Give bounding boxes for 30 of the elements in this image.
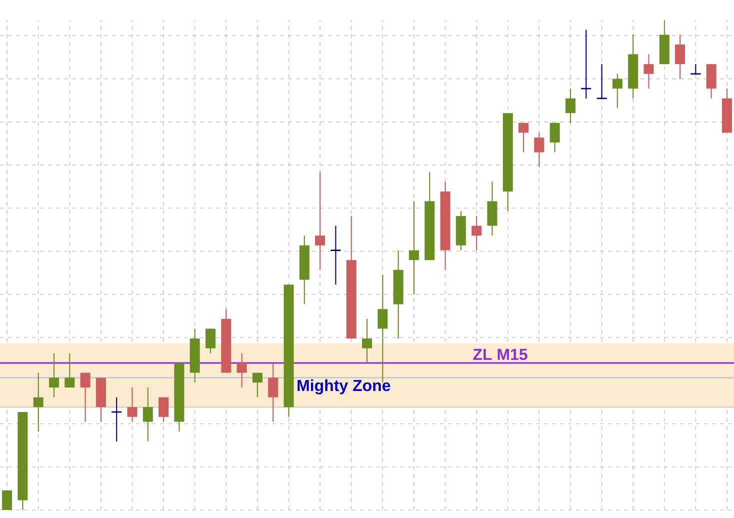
candlestick <box>408 200 419 295</box>
candlestick <box>33 372 44 432</box>
candlestick <box>80 372 90 422</box>
candlestick <box>127 386 138 422</box>
ref-line-label: ZL M15 <box>473 348 528 360</box>
candlestick <box>330 225 342 286</box>
candlestick <box>64 352 75 388</box>
candlestick <box>236 352 247 388</box>
candlestick <box>2 490 12 510</box>
candlestick <box>565 88 576 124</box>
candlestick <box>205 328 216 354</box>
candlestick <box>534 132 544 168</box>
candlestick <box>550 122 560 153</box>
candlestick <box>110 396 122 442</box>
candlestick <box>690 64 702 75</box>
candlestick <box>48 352 60 398</box>
band-label: Mighty Zone <box>298 379 390 394</box>
candlestick <box>315 171 326 270</box>
candlestick <box>675 34 686 80</box>
candlestick <box>158 396 169 422</box>
candlestick <box>518 122 529 153</box>
candlestick <box>362 318 372 364</box>
candlestick <box>612 73 622 109</box>
candlestick <box>596 64 608 100</box>
candlestick <box>644 54 654 90</box>
candlestick <box>268 362 278 422</box>
candlestick <box>580 29 592 99</box>
candlestick <box>142 386 153 442</box>
candlestick <box>472 215 482 251</box>
candlestick <box>252 372 262 398</box>
